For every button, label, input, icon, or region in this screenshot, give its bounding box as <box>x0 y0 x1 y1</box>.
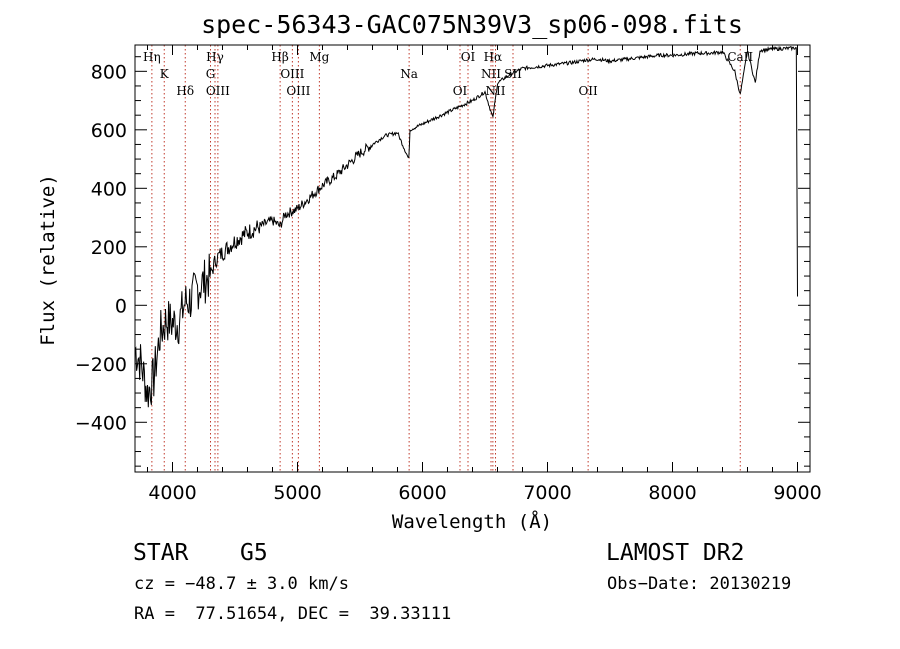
marker-label: NII <box>481 67 501 81</box>
marker-label: Hδ <box>176 84 194 98</box>
marker-label: OI <box>453 84 468 98</box>
y-tick-label: 400 <box>91 178 127 200</box>
y-tick-label: 800 <box>91 61 127 83</box>
object-class: STAR <box>133 540 189 566</box>
marker-label: Mg <box>309 50 329 64</box>
marker-label: Hγ <box>206 50 224 64</box>
marker-label: OIII <box>286 84 310 98</box>
y-axis-label: Flux (relative) <box>37 174 59 346</box>
y-tick-label: −400 <box>75 412 127 434</box>
marker-label: Na <box>400 67 418 81</box>
sky-coordinates: RA = 77.51654, DEC = 39.33111 <box>134 604 452 624</box>
marker-label: Hη <box>143 50 161 64</box>
y-axis-ticks: −400 −200 0 200 400 600 800 <box>75 56 810 467</box>
x-axis-label: Wavelength (Å) <box>392 510 552 533</box>
marker-label: OIII <box>206 84 230 98</box>
marker-label: CaII <box>727 50 753 64</box>
x-tick-label: 6000 <box>398 482 446 504</box>
object-subclass: G5 <box>240 540 268 566</box>
x-tick-label: 4000 <box>148 482 196 504</box>
plot-frame <box>134 44 811 473</box>
marker-label: OIII <box>280 67 304 81</box>
y-tick-label: 200 <box>91 237 127 259</box>
y-tick-label: 600 <box>91 120 127 142</box>
marker-label: K <box>160 67 170 81</box>
marker-label: Hα <box>484 50 503 64</box>
marker-label: OII <box>578 84 598 98</box>
marker-label: OI <box>461 50 476 64</box>
marker-label: Hβ <box>271 50 288 64</box>
x-tick-label: 9000 <box>773 482 821 504</box>
x-tick-label: 7000 <box>523 482 571 504</box>
marker-label: G <box>206 67 216 81</box>
marker-label: NII <box>486 84 506 98</box>
x-tick-label: 5000 <box>273 482 321 504</box>
spectral-line-markers <box>151 45 741 472</box>
redshift-cz: cz = −48.7 ± 3.0 km/s <box>134 574 349 594</box>
y-tick-label: −200 <box>75 354 127 376</box>
spectral-line-labels: HηKHδHγGOIIIHβOIIIOIIIMgNaOIOINIINIIHαSI… <box>143 50 753 98</box>
x-tick-label: 8000 <box>648 482 696 504</box>
spectrum-line <box>134 45 798 408</box>
survey-name: LAMOST DR2 <box>606 540 745 566</box>
observation-date: Obs−Date: 20130219 <box>607 574 792 594</box>
chart-title: spec-56343-GAC075N39V3_sp06-098.fits <box>201 10 743 39</box>
x-axis-ticks: 4000 5000 6000 7000 8000 9000 <box>147 45 822 504</box>
y-tick-label: 0 <box>115 295 127 317</box>
